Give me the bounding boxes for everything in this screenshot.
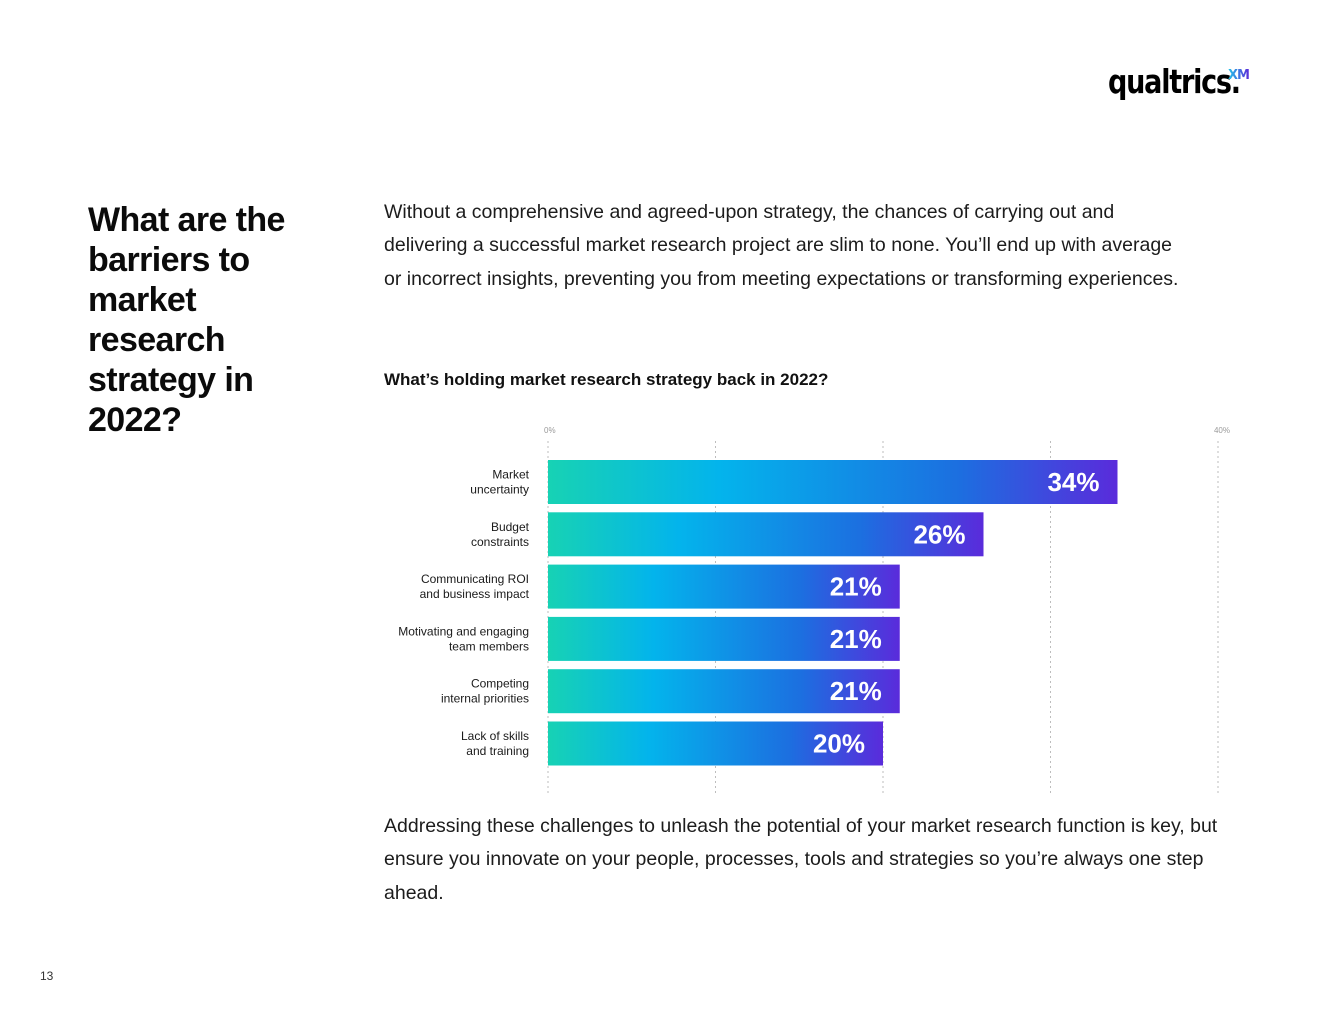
logo-wordmark: qualtrics. xyxy=(1108,62,1241,101)
value-label: 20% xyxy=(813,729,865,759)
bar xyxy=(548,460,1118,504)
bar xyxy=(548,721,883,766)
value-label: 26% xyxy=(913,519,965,549)
category-label: Market uncertainty xyxy=(470,468,529,497)
qualtrics-logo: qualtrics. XM xyxy=(1108,62,1269,110)
value-label: 21% xyxy=(830,572,882,602)
value-label: 21% xyxy=(830,624,882,654)
page-headline: What are the barriers to market research… xyxy=(88,201,285,439)
value-label: 34% xyxy=(1047,467,1099,497)
bar xyxy=(548,512,984,557)
category-label: Communicating ROI and business impact xyxy=(420,572,530,601)
intro-paragraph: Without a comprehensive and agreed-upon … xyxy=(384,201,1179,290)
axis-min-label: 0% xyxy=(544,426,556,435)
axis-max-label: 40% xyxy=(1214,426,1230,435)
value-label: 21% xyxy=(830,676,882,706)
page-number: 13 xyxy=(40,969,54,983)
category-label: Motivating and engaging team members xyxy=(398,624,529,653)
category-label: Budget constraints xyxy=(471,520,530,549)
bar xyxy=(548,564,900,609)
barriers-bar-chart: 0% 40% Market uncertainty 34% Budget constra… xyxy=(398,426,1230,793)
bar xyxy=(548,669,900,714)
chart-title: What’s holding market research strategy … xyxy=(384,370,829,389)
closing-paragraph: Addressing these challenges to unleash t… xyxy=(384,815,1218,904)
category-label: Lack of skills and training xyxy=(461,729,529,758)
logo-xm-superscript: XM xyxy=(1228,68,1250,83)
category-label: Competing internal priorities xyxy=(441,677,529,706)
bar xyxy=(548,616,900,661)
